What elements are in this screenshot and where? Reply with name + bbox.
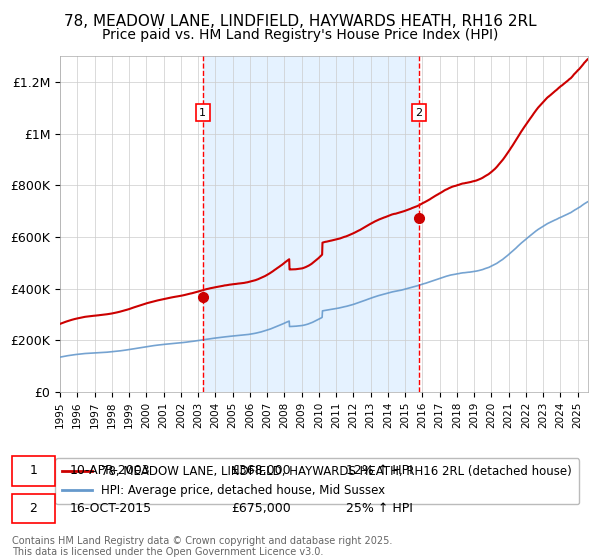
Text: 10-APR-2003: 10-APR-2003 bbox=[70, 464, 150, 477]
Text: 12% ↑ HPI: 12% ↑ HPI bbox=[346, 464, 413, 477]
Legend: 78, MEADOW LANE, LINDFIELD, HAYWARDS HEATH, RH16 2RL (detached house), HPI: Aver: 78, MEADOW LANE, LINDFIELD, HAYWARDS HEA… bbox=[55, 459, 579, 505]
FancyBboxPatch shape bbox=[12, 456, 55, 486]
Text: 16-OCT-2015: 16-OCT-2015 bbox=[70, 502, 152, 515]
Bar bbox=[203, 56, 419, 392]
Text: 2: 2 bbox=[29, 502, 37, 515]
Text: 1: 1 bbox=[199, 108, 206, 118]
Text: 1: 1 bbox=[29, 464, 37, 477]
Text: 78, MEADOW LANE, LINDFIELD, HAYWARDS HEATH, RH16 2RL: 78, MEADOW LANE, LINDFIELD, HAYWARDS HEA… bbox=[64, 14, 536, 29]
Text: £368,000: £368,000 bbox=[231, 464, 290, 477]
Text: Price paid vs. HM Land Registry's House Price Index (HPI): Price paid vs. HM Land Registry's House … bbox=[102, 28, 498, 42]
Text: Contains HM Land Registry data © Crown copyright and database right 2025.
This d: Contains HM Land Registry data © Crown c… bbox=[12, 535, 392, 557]
Text: 2: 2 bbox=[415, 108, 422, 118]
Text: 25% ↑ HPI: 25% ↑ HPI bbox=[346, 502, 413, 515]
FancyBboxPatch shape bbox=[12, 493, 55, 524]
Text: £675,000: £675,000 bbox=[231, 502, 290, 515]
